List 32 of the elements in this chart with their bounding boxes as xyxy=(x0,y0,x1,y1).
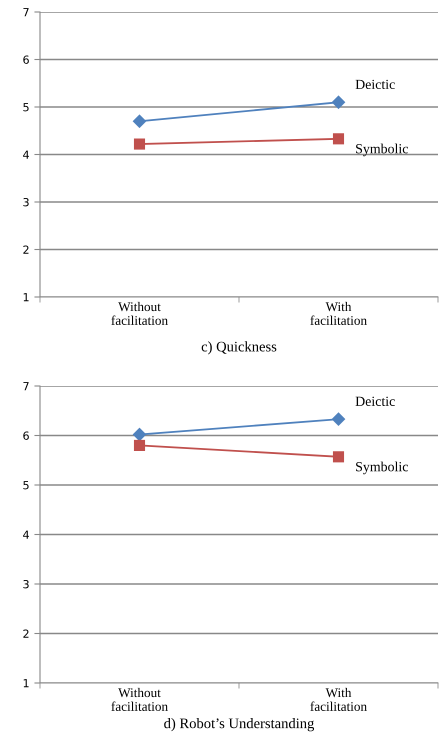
x-tick-label: With facilitation xyxy=(310,688,367,711)
y-tick-label: 7 xyxy=(23,8,29,16)
y-tick-label: 6 xyxy=(23,55,29,64)
y-tick-label: 2 xyxy=(23,245,28,254)
y-tick-label: 3 xyxy=(23,580,29,588)
point xyxy=(134,138,146,150)
point xyxy=(332,96,346,109)
y-tick-label: 4 xyxy=(23,150,29,159)
point xyxy=(332,412,346,426)
x-tick-label: Without facilitation xyxy=(111,302,168,325)
point xyxy=(134,440,146,451)
point xyxy=(332,133,344,144)
y-tick-label: 6 xyxy=(23,431,29,440)
series-label: Symbolic xyxy=(356,144,408,156)
y-tick-label: 1 xyxy=(24,293,29,302)
y-tick-label: 3 xyxy=(23,198,29,206)
text: c) Quickness xyxy=(202,341,276,354)
y-tick-label: 5 xyxy=(23,103,29,112)
text: d) Robot’s Understanding xyxy=(164,718,314,732)
series-label: Symbolic xyxy=(356,462,408,474)
series-label: Deictic xyxy=(356,396,395,406)
y-tick-label: 1 xyxy=(24,679,29,688)
y-tick-label: 7 xyxy=(23,382,29,390)
y-tick-label: 4 xyxy=(23,530,29,539)
x-tick-label: Without facilitation xyxy=(111,688,168,711)
point xyxy=(332,451,344,462)
point xyxy=(132,428,146,442)
y-tick-label: 5 xyxy=(23,481,29,490)
y-tick-label: 2 xyxy=(23,629,28,638)
series-label: Deictic xyxy=(356,80,395,90)
x-tick-label: With facilitation xyxy=(310,302,367,325)
point xyxy=(132,114,146,128)
